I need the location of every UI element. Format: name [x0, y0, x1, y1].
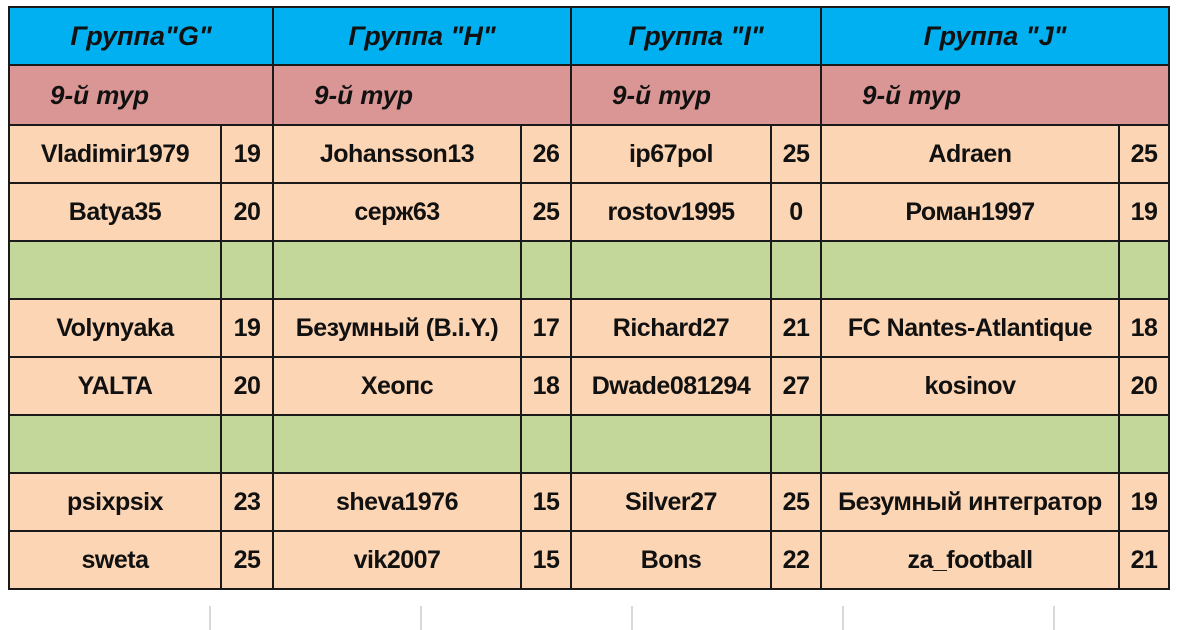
empty-cell[interactable]	[570, 240, 772, 300]
player-name-cell[interactable]: Volynyaka	[8, 298, 222, 358]
round-label-h[interactable]: 9-й тур	[272, 64, 572, 126]
player-name-cell[interactable]: Dwade081294	[570, 356, 772, 416]
empty-cell[interactable]	[820, 240, 1120, 300]
player-name-cell[interactable]: Bons	[570, 530, 772, 590]
player-score-cell[interactable]: 15	[520, 472, 572, 532]
empty-cell[interactable]	[272, 240, 522, 300]
player-score-cell[interactable]: 22	[770, 530, 822, 590]
player-name-cell[interactable]: sweta	[8, 530, 222, 590]
player-score-cell[interactable]: 23	[220, 472, 274, 532]
group-title-g[interactable]: Группа"G"	[8, 6, 274, 66]
table-row: Batya35 20 серж63 25 rostov1995 0 Роман1…	[8, 182, 1170, 242]
player-name-cell[interactable]: za_football	[820, 530, 1120, 590]
empty-cell[interactable]	[770, 240, 822, 300]
empty-cell[interactable]	[220, 414, 274, 474]
player-name-cell[interactable]: kosinov	[820, 356, 1120, 416]
player-name-cell[interactable]: Vladimir1979	[8, 124, 222, 184]
round-label-j[interactable]: 9-й тур	[820, 64, 1170, 126]
player-score-cell[interactable]: 15	[520, 530, 572, 590]
player-name-cell[interactable]: rostov1995	[570, 182, 772, 242]
player-name-cell[interactable]: Безумный (B.i.Y.)	[272, 298, 522, 358]
round-header-row: 9-й тур 9-й тур 9-й тур 9-й тур	[8, 64, 1170, 126]
empty-cell[interactable]	[570, 414, 772, 474]
round-label-g[interactable]: 9-й тур	[8, 64, 274, 126]
empty-cell[interactable]	[1118, 240, 1170, 300]
player-name-cell[interactable]: psixpsix	[8, 472, 222, 532]
group-title-i[interactable]: Группа "I"	[570, 6, 822, 66]
player-score-cell[interactable]: 25	[770, 472, 822, 532]
table-row: Volynyaka 19 Безумный (B.i.Y.) 17 Richar…	[8, 298, 1170, 358]
empty-cell[interactable]	[220, 240, 274, 300]
player-name-cell[interactable]: Adraen	[820, 124, 1120, 184]
player-score-cell[interactable]: 20	[220, 182, 274, 242]
separator-row	[8, 240, 1170, 300]
round-label-i[interactable]: 9-й тур	[570, 64, 822, 126]
player-name-cell[interactable]: Безумный интегратор	[820, 472, 1120, 532]
empty-cell[interactable]	[770, 414, 822, 474]
player-name-cell[interactable]: vik2007	[272, 530, 522, 590]
empty-cell[interactable]	[8, 240, 222, 300]
table-row: sweta 25 vik2007 15 Bons 22 za_football …	[8, 530, 1170, 590]
player-score-cell[interactable]: 27	[770, 356, 822, 416]
player-score-cell[interactable]: 25	[1118, 124, 1170, 184]
player-name-cell[interactable]: Richard27	[570, 298, 772, 358]
player-score-cell[interactable]: 17	[520, 298, 572, 358]
empty-cell[interactable]	[272, 414, 522, 474]
empty-cell[interactable]	[520, 240, 572, 300]
separator-row	[8, 414, 1170, 474]
player-score-cell[interactable]: 19	[1118, 472, 1170, 532]
table-row: YALTA 20 Хеопс 18 Dwade081294 27 kosinov…	[8, 356, 1170, 416]
player-score-cell[interactable]: 21	[770, 298, 822, 358]
player-name-cell[interactable]: Johansson13	[272, 124, 522, 184]
table-row: psixpsix 23 sheva1976 15 Silver27 25 Без…	[8, 472, 1170, 532]
empty-cell[interactable]	[1118, 414, 1170, 474]
player-name-cell[interactable]: ip67pol	[570, 124, 772, 184]
player-score-cell[interactable]: 19	[220, 124, 274, 184]
player-score-cell[interactable]: 21	[1118, 530, 1170, 590]
group-title-j[interactable]: Группа "J"	[820, 6, 1170, 66]
player-score-cell[interactable]: 26	[520, 124, 572, 184]
player-name-cell[interactable]: YALTA	[8, 356, 222, 416]
player-score-cell[interactable]: 18	[1118, 298, 1170, 358]
player-name-cell[interactable]: Silver27	[570, 472, 772, 532]
player-score-cell[interactable]: 25	[770, 124, 822, 184]
groups-table: Группа"G" Группа "H" Группа "I" Группа "…	[8, 6, 1170, 590]
player-score-cell[interactable]: 25	[220, 530, 274, 590]
table-row: Vladimir1979 19 Johansson13 26 ip67pol 2…	[8, 124, 1170, 184]
empty-cell[interactable]	[820, 414, 1120, 474]
player-name-cell[interactable]: Batya35	[8, 182, 222, 242]
player-score-cell[interactable]: 20	[220, 356, 274, 416]
player-name-cell[interactable]: Роман1997	[820, 182, 1120, 242]
player-name-cell[interactable]: серж63	[272, 182, 522, 242]
group-header-row: Группа"G" Группа "H" Группа "I" Группа "…	[8, 6, 1170, 66]
empty-cell[interactable]	[8, 414, 222, 474]
sheet-gridlines	[0, 606, 1200, 630]
player-name-cell[interactable]: Хеопс	[272, 356, 522, 416]
player-score-cell[interactable]: 19	[220, 298, 274, 358]
player-score-cell[interactable]: 0	[770, 182, 822, 242]
player-score-cell[interactable]: 18	[520, 356, 572, 416]
player-score-cell[interactable]: 20	[1118, 356, 1170, 416]
group-title-h[interactable]: Группа "H"	[272, 6, 572, 66]
player-name-cell[interactable]: sheva1976	[272, 472, 522, 532]
player-score-cell[interactable]: 25	[520, 182, 572, 242]
player-score-cell[interactable]: 19	[1118, 182, 1170, 242]
player-name-cell[interactable]: FC Nantes-Atlantique	[820, 298, 1120, 358]
empty-cell[interactable]	[520, 414, 572, 474]
